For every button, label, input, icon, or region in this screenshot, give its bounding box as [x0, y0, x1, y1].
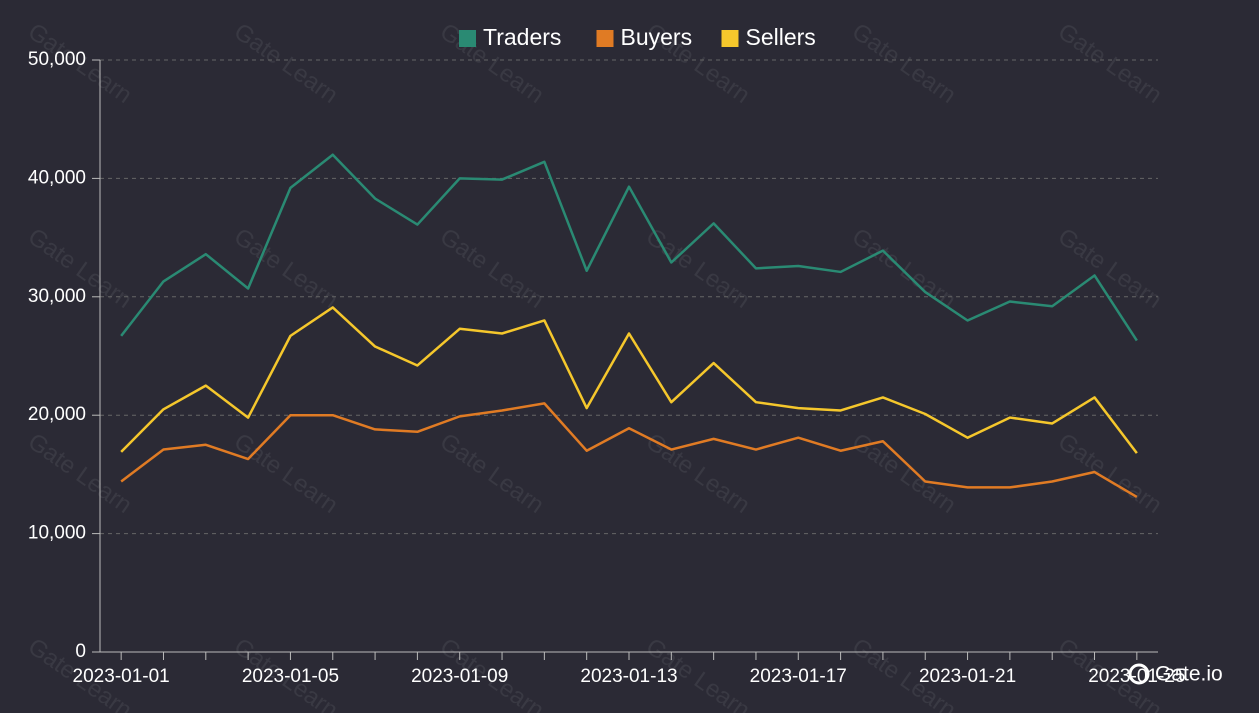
line-series	[120, 306, 1138, 454]
legend-swatch	[459, 30, 476, 47]
x-tick-label: 2023-01-09	[411, 666, 508, 687]
legend-label: Sellers	[746, 24, 816, 50]
line-series	[120, 402, 1138, 498]
y-tick-label: 0	[75, 641, 86, 662]
legend-label: Buyers	[621, 24, 693, 50]
x-tick-label: 2023-01-25	[1088, 666, 1185, 687]
line-series	[120, 153, 1138, 342]
legend-swatch	[721, 30, 739, 47]
x-tick-label: 2023-01-13	[580, 666, 677, 687]
x-tick-label: 2023-01-01	[73, 666, 170, 687]
y-tick-label: 10,000	[28, 523, 86, 544]
logo: Gate.io	[1155, 663, 1223, 686]
x-tick-label: 2023-01-21	[919, 666, 1016, 687]
x-tick-label: 2023-01-17	[750, 666, 847, 687]
x-tick-label: 2023-01-05	[242, 666, 339, 687]
y-tick-label: 50,000	[28, 49, 86, 70]
y-tick-label: 30,000	[28, 286, 86, 307]
logo-icon	[1128, 663, 1150, 685]
legend-label: Traders	[483, 24, 561, 50]
legend-swatch	[596, 30, 614, 47]
y-tick-label: 40,000	[28, 167, 86, 188]
y-tick-label: 20,000	[28, 404, 86, 425]
